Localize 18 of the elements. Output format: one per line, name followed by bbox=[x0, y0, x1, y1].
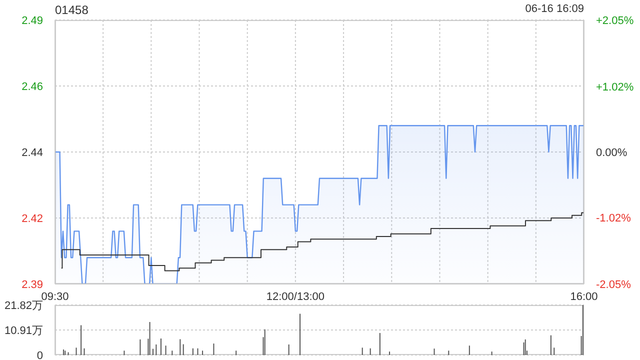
y-tick-label: 2.39 bbox=[22, 279, 43, 291]
y2-tick-label: -1.02% bbox=[596, 212, 632, 225]
y-tick-label: 2.42 bbox=[22, 213, 43, 225]
y2-tick-label: 0.00% bbox=[596, 147, 628, 159]
y-tick-label: 2.49 bbox=[22, 15, 43, 27]
y2-tick-label: +1.02% bbox=[596, 81, 634, 94]
y-tick-label: 2.46 bbox=[22, 81, 43, 93]
text: 06-16 16:09 bbox=[525, 3, 584, 15]
chart-title: 01458 bbox=[55, 3, 88, 17]
y2-tick-label: -2.05% bbox=[596, 279, 632, 291]
y-tick-label: 21.82万 bbox=[4, 300, 43, 312]
x-tick-label: 12:00/13:00 bbox=[266, 290, 325, 303]
x-tick-label: 16:00 bbox=[570, 290, 598, 303]
y2-tick-label: +2.05% bbox=[596, 15, 634, 27]
x-tick-label: 09:30 bbox=[41, 290, 69, 303]
y-tick-label: 10.91万 bbox=[4, 325, 43, 337]
y-tick-label: 0 bbox=[36, 350, 43, 360]
y-tick-label: 2.44 bbox=[22, 147, 43, 159]
